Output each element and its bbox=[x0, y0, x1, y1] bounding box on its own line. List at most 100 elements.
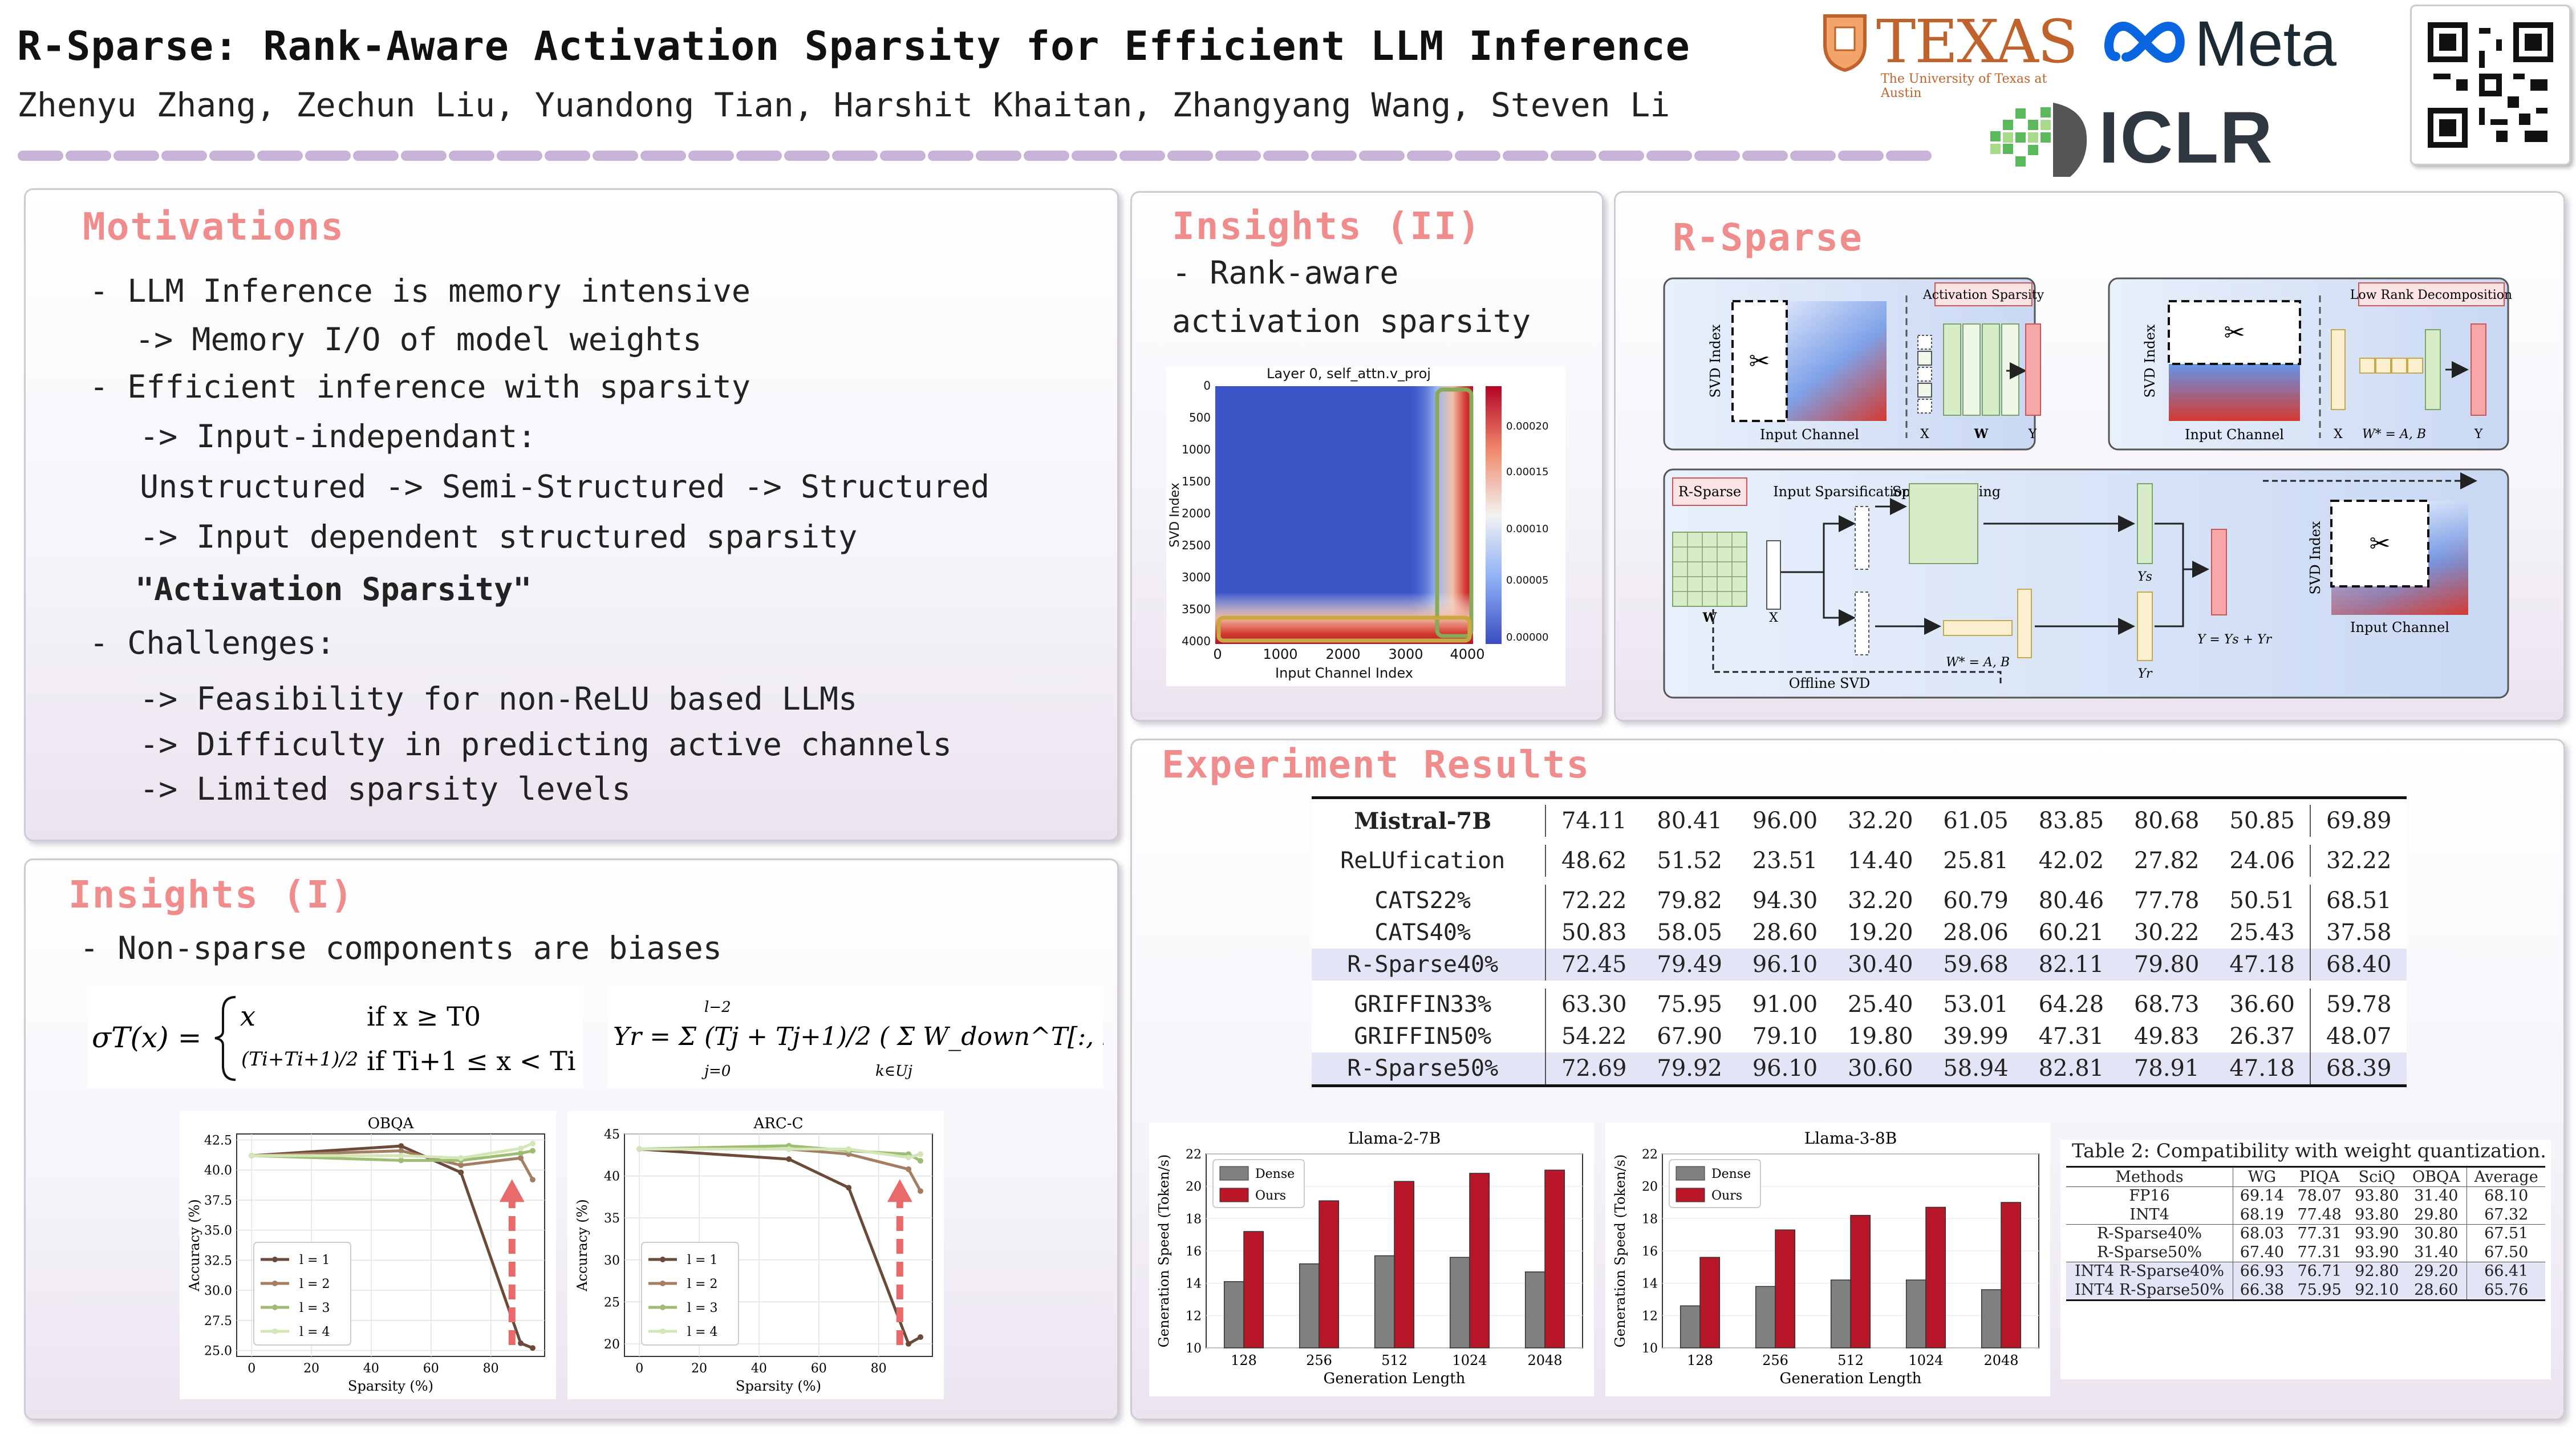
value-cell: 39.99 bbox=[1943, 1023, 2009, 1050]
heatmap-ytick: 1000 bbox=[1182, 443, 1211, 456]
legend-box bbox=[641, 1242, 739, 1346]
obqa-chart-svg: OBQA 25.0 27.5 30.0 32.5 35.0 37.5 40.0 42.5 0 20 4… bbox=[186, 1115, 545, 1394]
data-point bbox=[906, 1166, 912, 1172]
value-cell: 78.91 bbox=[2119, 1052, 2214, 1084]
bar bbox=[1243, 1231, 1264, 1348]
x-tick-label: 80 bbox=[483, 1362, 499, 1376]
legend-label: Dense bbox=[1711, 1167, 1751, 1181]
method-cell: R-Sparse40% bbox=[1312, 949, 1547, 981]
bar bbox=[1925, 1206, 1946, 1348]
y-tick-label: 20 bbox=[604, 1338, 620, 1352]
heatmap-colorbar bbox=[1486, 386, 1502, 644]
heatmap-xtick: 4000 bbox=[1450, 646, 1484, 662]
data-point bbox=[846, 1146, 852, 1152]
quant-value-cell: 67.32 bbox=[2484, 1205, 2529, 1224]
insights1-panel: Insights (I) - Non-sparse components are… bbox=[24, 858, 1145, 1420]
value-cell: 72.69 bbox=[1545, 1052, 1642, 1084]
value-cell: 23.51 bbox=[1752, 848, 1818, 874]
value-cell: 47.31 bbox=[2038, 1023, 2104, 1050]
data-point bbox=[398, 1157, 404, 1164]
heatmap-xtick: 2000 bbox=[1325, 646, 1360, 662]
x-tick-label: 40 bbox=[363, 1362, 379, 1376]
x-tick-label: 20 bbox=[691, 1362, 707, 1376]
rsparse-title: R-Sparse bbox=[1673, 216, 1863, 260]
quant-value-cell: 68.10 bbox=[2484, 1187, 2529, 1205]
low-rank-label: Low Rank Decomposition bbox=[2350, 288, 2512, 302]
data-point bbox=[518, 1155, 524, 1161]
trend-arrow-head bbox=[887, 1179, 912, 1202]
y-tick-label: 16 bbox=[1186, 1245, 1202, 1259]
data-point bbox=[398, 1148, 404, 1154]
value-cell: 64.28 bbox=[2038, 991, 2104, 1018]
eq2-upper: l−2 bbox=[704, 999, 731, 1016]
qr-code[interactable] bbox=[2410, 5, 2571, 165]
y-tick-label: 45 bbox=[604, 1128, 620, 1142]
method-cell: R-Sparse50% bbox=[1312, 1052, 1547, 1084]
heatmap-xtick: 0 bbox=[1213, 646, 1222, 662]
x-tick-label: 60 bbox=[811, 1362, 827, 1376]
quant-row: R-Sparse50% 67.40 77.31 93.90 31.40 67.50 bbox=[2066, 1243, 2545, 1262]
experiments-panel: Experiment Results Mistral-7B 74.11 80.41 9… bbox=[1130, 739, 2565, 1420]
quant-method-cell: R-Sparse50% bbox=[2066, 1243, 2234, 1262]
value-cell: 59.68 bbox=[1928, 949, 2024, 981]
quant-value-cell: 67.40 bbox=[2240, 1243, 2285, 1261]
quant-value-cell: 66.38 bbox=[2233, 1281, 2291, 1299]
x-label: X bbox=[1769, 611, 1778, 625]
value-cell: 30.40 bbox=[1832, 949, 1928, 981]
y-tick-label: 10 bbox=[1186, 1342, 1202, 1356]
value-cell: 28.60 bbox=[1752, 919, 1818, 946]
input-sparsification-label: Input Sparsification bbox=[1773, 484, 1911, 500]
quant-value-cell: 78.07 bbox=[2297, 1187, 2342, 1205]
quant-value-cell: 77.48 bbox=[2297, 1205, 2342, 1224]
legend-swatch bbox=[1219, 1166, 1249, 1181]
value-cell: 36.60 bbox=[2214, 989, 2311, 1020]
eq1-case: (Ti+Ti+1)/2 bbox=[241, 1048, 358, 1071]
legend-label: Dense bbox=[1255, 1167, 1295, 1181]
x-tick-label: 0 bbox=[635, 1362, 643, 1376]
quant-value-cell: 66.93 bbox=[2233, 1261, 2291, 1281]
quant-table-wrap: Table 2: Compatibility with weight quant… bbox=[2060, 1140, 2551, 1379]
legend-marker bbox=[660, 1257, 666, 1262]
legend-swatch bbox=[1676, 1166, 1705, 1181]
method-cell: CATS22% bbox=[1312, 885, 1547, 917]
y-axis-label: Accuracy (%) bbox=[574, 1199, 590, 1292]
header-divider bbox=[18, 151, 1933, 161]
y-tick-label: 37.5 bbox=[204, 1194, 232, 1208]
value-cell: 68.40 bbox=[2310, 949, 2407, 981]
rsparse-tag bbox=[1672, 477, 1747, 506]
data-point bbox=[918, 1151, 924, 1157]
quant-value-cell: 28.60 bbox=[2405, 1281, 2468, 1299]
quant-value-cell: 92.80 bbox=[2348, 1261, 2406, 1281]
svd-axis-label: SVD Index bbox=[1707, 324, 1723, 398]
insights2-line: - Rank-aware bbox=[1172, 254, 1399, 291]
y-tick-label: 25 bbox=[604, 1295, 620, 1310]
rsparse-panel: R-Sparse Activation Sparsity ✂ SVD Index… bbox=[1614, 191, 2565, 722]
heatmap-xtick: 3000 bbox=[1388, 646, 1423, 662]
bar bbox=[1394, 1181, 1415, 1348]
quant-value-cell: 66.41 bbox=[2467, 1261, 2545, 1281]
qr-pattern-icon bbox=[2428, 22, 2553, 148]
author-list: Zhenyu Zhang, Zechun Liu, Yuandong Tian,… bbox=[17, 86, 1670, 124]
results-table: Mistral-7B 74.11 80.41 96.00 32.20 61.05 83.85… bbox=[1312, 805, 2407, 1084]
value-cell: 80.46 bbox=[2038, 888, 2104, 914]
results-row: ReLUfication 48.62 51.52 23.51 14.40 25.81 42.… bbox=[1312, 845, 2407, 877]
data-point bbox=[906, 1340, 912, 1347]
quant-value-cell: 67.50 bbox=[2484, 1243, 2529, 1261]
legend-label: l = 2 bbox=[687, 1277, 717, 1291]
llama3-chart-svg: Llama-3-8B 10 12 14 16 18 20 22 128 256 512 1024 204… bbox=[1612, 1129, 2039, 1387]
x-tick-label: 0 bbox=[248, 1362, 255, 1376]
value-cell: 19.80 bbox=[1848, 1023, 1913, 1050]
llama2-chart-svg: Llama-2-7B 10 12 14 16 18 20 22 128 256 512 1024 204… bbox=[1156, 1129, 1583, 1387]
legend-marker bbox=[660, 1305, 666, 1310]
heatmap-ytick: 2500 bbox=[1182, 538, 1211, 552]
obqa-chart: OBQA 25.0 27.5 30.0 32.5 35.0 37.5 40.0 42.5 0 20 4… bbox=[180, 1111, 556, 1399]
eq1-lhs: σT(x) = bbox=[92, 1021, 201, 1054]
bar bbox=[1449, 1257, 1470, 1348]
y-tick-label: 32.5 bbox=[204, 1254, 232, 1268]
quant-header: SciQ bbox=[2348, 1168, 2406, 1187]
y-tick-label: 40.0 bbox=[204, 1164, 232, 1178]
wstar-label: W* = A, B bbox=[2362, 427, 2426, 441]
x-tick-label: 40 bbox=[751, 1362, 767, 1376]
svd-axis-label: SVD Index bbox=[2307, 521, 2323, 594]
results-row: GRIFFIN33% 63.30 75.95 91.00 25.40 53.01 64.28… bbox=[1312, 989, 2407, 1020]
